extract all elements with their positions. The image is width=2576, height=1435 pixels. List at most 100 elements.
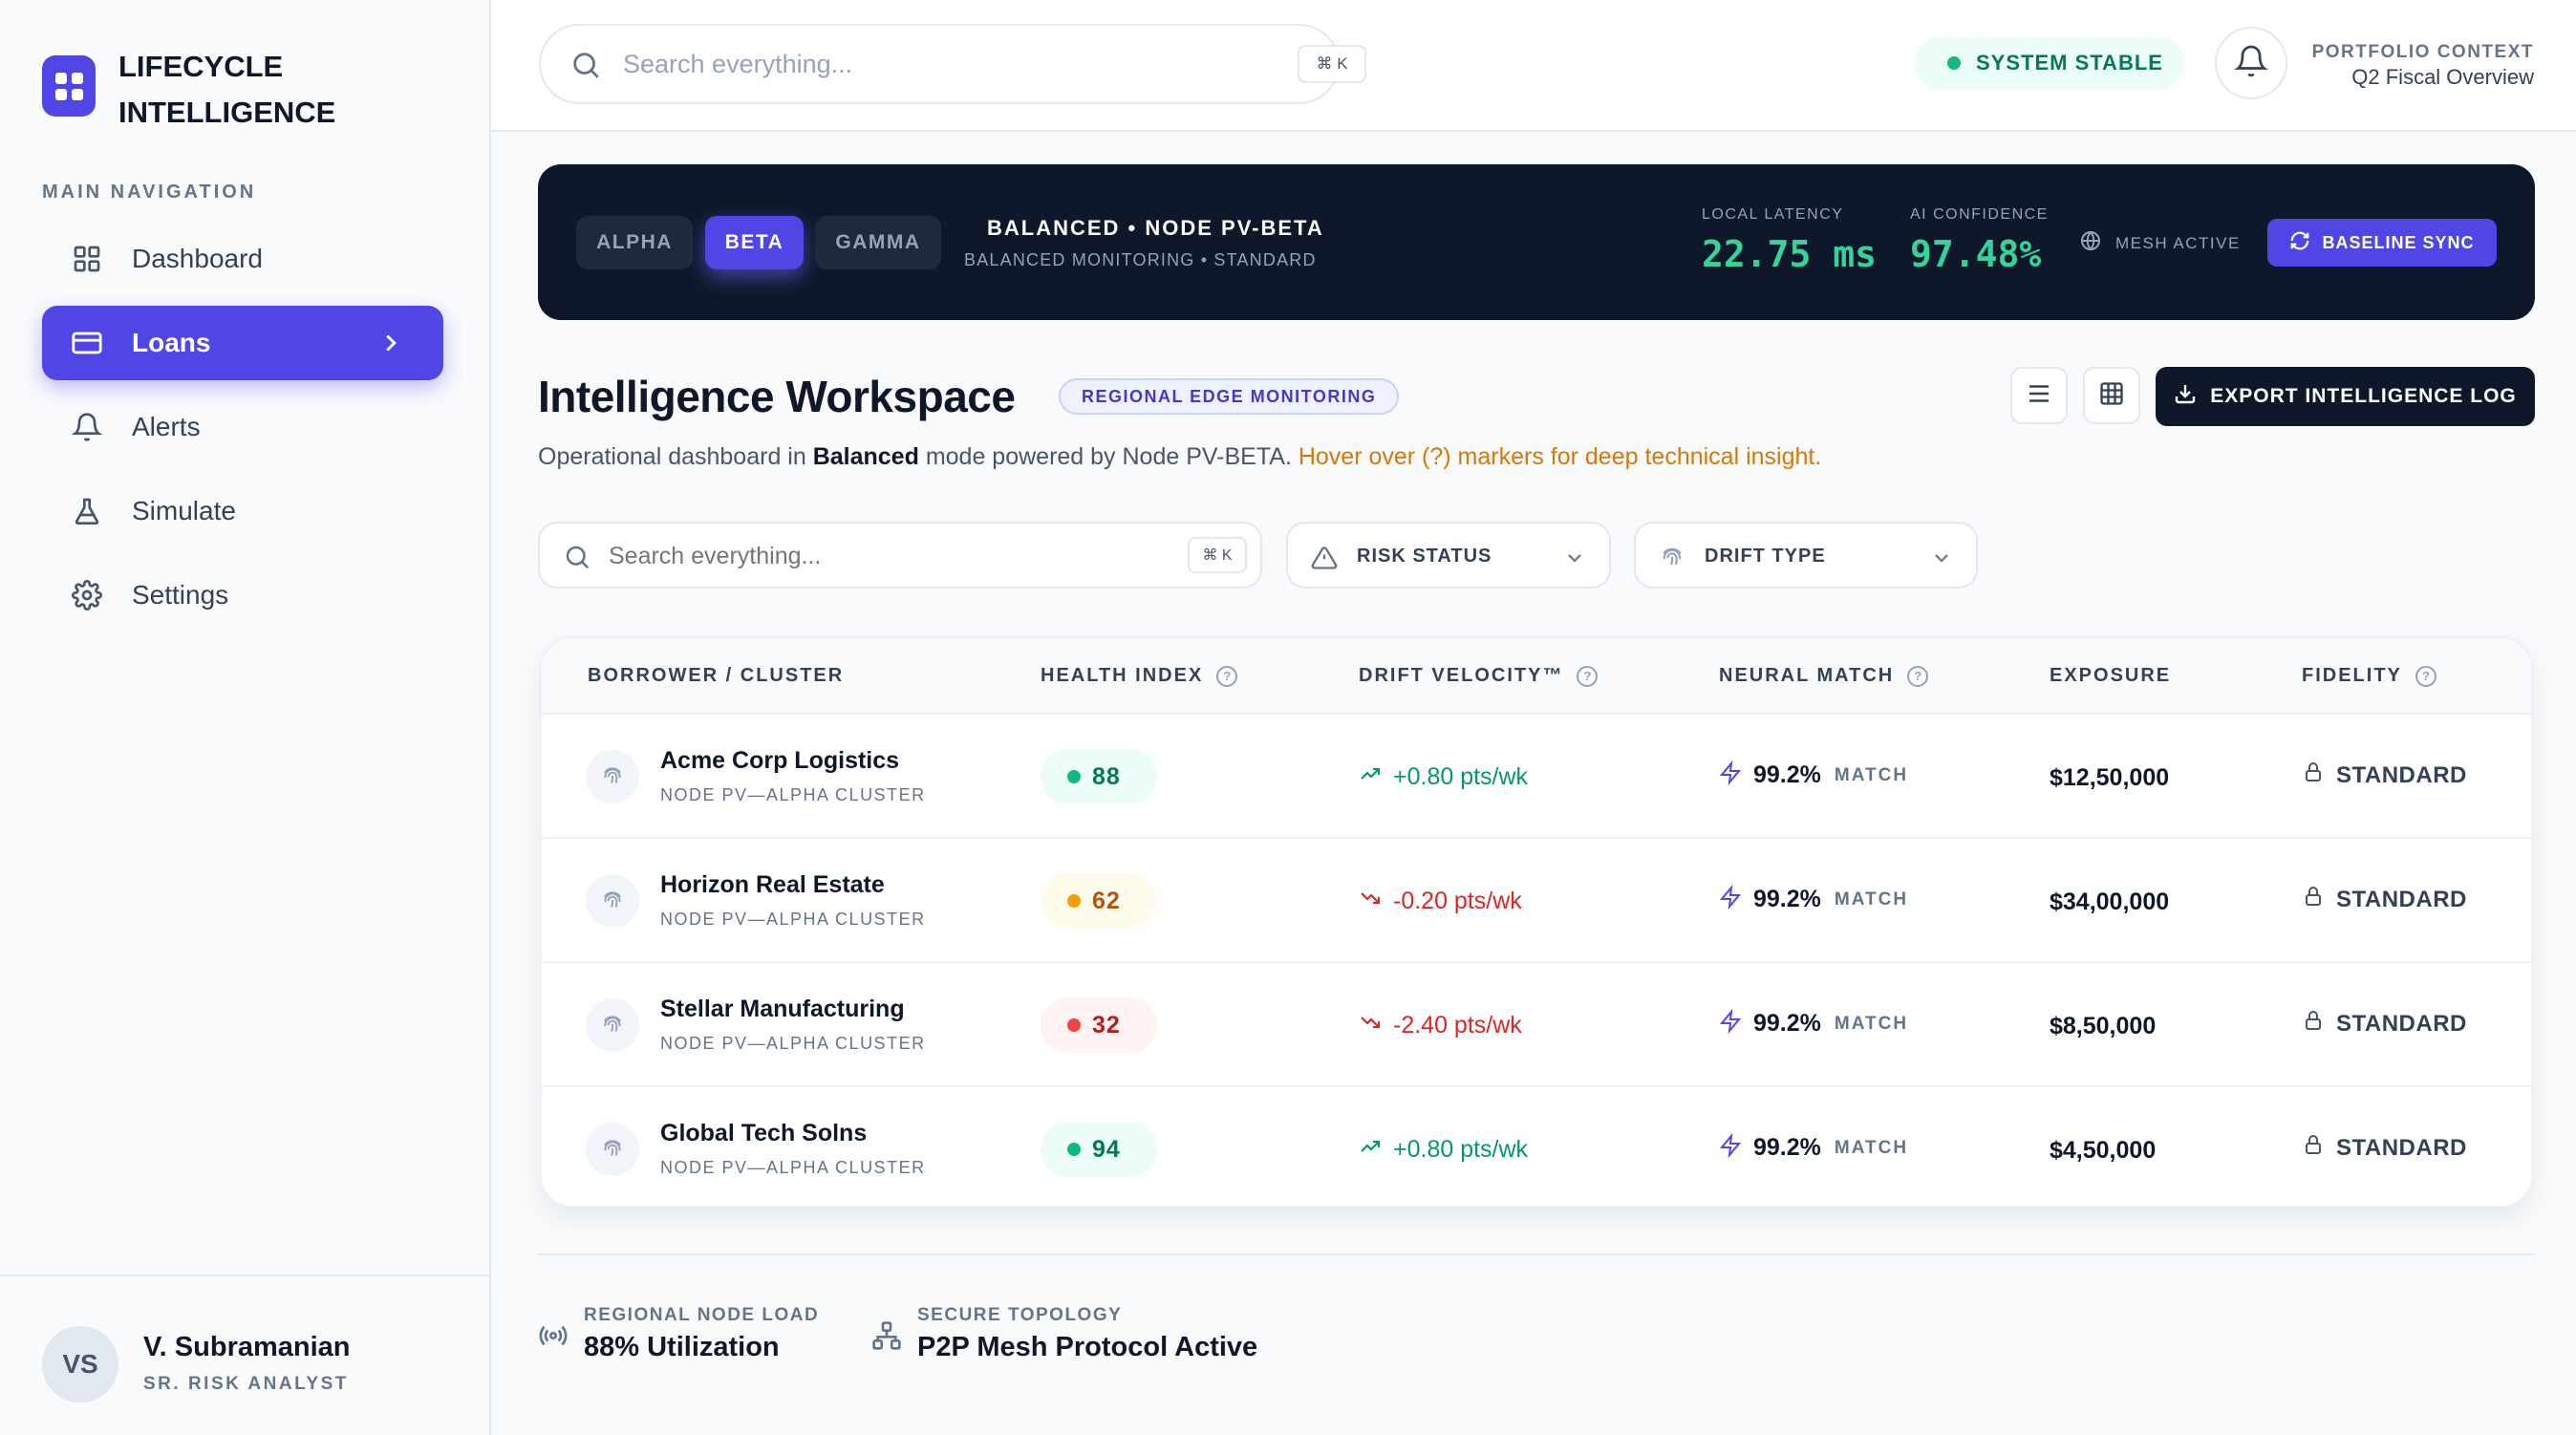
sidebar-item-dashboard[interactable]: Dashboard (42, 222, 443, 296)
drift-value: -2.40 pts/wk (1393, 1012, 1522, 1039)
desc-prefix: Operational dashboard in (538, 443, 813, 470)
borrower-cluster: NODE PV—ALPHA CLUSTER (660, 1034, 926, 1053)
lock-icon (2302, 760, 2336, 790)
table-row[interactable]: Stellar Manufacturing NODE PV—ALPHA CLUS… (542, 961, 2531, 1085)
borrower-name[interactable]: Horizon Real Estate (660, 871, 885, 898)
sidebar-item-simulate[interactable]: Simulate (42, 474, 443, 548)
shortcut-hint: ⌘ K (1298, 45, 1366, 83)
avatar[interactable]: VS (42, 1326, 118, 1403)
drift-value: -0.20 pts/wk (1393, 888, 1522, 914)
global-search[interactable]: ⌘ K (539, 24, 1366, 104)
sidebar-item-loans[interactable]: Loans (42, 306, 443, 380)
lock-icon (2302, 1009, 2336, 1039)
mode-subtitle: BALANCED MONITORING • STANDARD (964, 250, 1317, 269)
segment-alpha[interactable]: ALPHA (576, 216, 693, 269)
bolt-icon (1719, 1132, 1742, 1163)
drift-velocity: +0.80 pts/wk (1359, 762, 1528, 792)
search-input[interactable] (623, 43, 1196, 85)
brand-line-2: INTELLIGENCE (118, 96, 336, 129)
topology-label: SECURE TOPOLOGY (917, 1305, 1123, 1325)
table-search-input[interactable] (609, 537, 1144, 575)
neural-match: 99.2% MATCH (1719, 884, 1908, 914)
user-role: SR. RISK ANALYST (143, 1374, 349, 1394)
health-badge: 88 (1041, 749, 1157, 804)
health-dot (1067, 1018, 1081, 1032)
column-borrower[interactable]: BORROWER / CLUSTER (588, 665, 844, 687)
bell-icon (2234, 44, 2268, 83)
fingerprint-icon (586, 1123, 639, 1176)
column-drift[interactable]: DRIFT VELOCITY™? (1359, 665, 1599, 687)
broadcast-icon (538, 1320, 569, 1356)
table-header: BORROWER / CLUSTER HEALTH INDEX? DRIFT V… (542, 638, 2531, 713)
fingerprint-icon (1659, 545, 1685, 577)
help-icon[interactable]: ? (1577, 665, 1599, 687)
risk-status-filter[interactable]: RISK STATUS (1286, 522, 1611, 589)
mesh-status: MESH ACTIVE (2079, 229, 2241, 257)
table-view-button[interactable] (2083, 367, 2140, 424)
help-icon[interactable]: ? (1907, 665, 1929, 687)
segment-gamma[interactable]: GAMMA (815, 216, 941, 269)
drift-value: +0.80 pts/wk (1393, 763, 1529, 790)
lock-icon (2302, 885, 2336, 914)
export-log-button[interactable]: EXPORT INTELLIGENCE LOG (2156, 367, 2535, 426)
drift-type-label: DRIFT TYPE (1705, 546, 1826, 567)
column-label: DRIFT VELOCITY™ (1359, 665, 1564, 686)
chevron-down-icon (1930, 546, 1953, 575)
list-view-button[interactable] (2010, 367, 2068, 424)
column-label: HEALTH INDEX (1041, 665, 1204, 686)
column-exposure[interactable]: EXPOSURE (2050, 665, 2171, 687)
health-badge: 62 (1041, 873, 1157, 929)
drift-velocity: -0.20 pts/wk (1359, 887, 1522, 916)
confidence-label: AI CONFIDENCE (1910, 206, 2049, 223)
desc-hint: Hover over (?) markers for deep technica… (1298, 443, 1822, 470)
dashboard-icon (71, 243, 103, 275)
baseline-sync-button[interactable]: BASELINE SYNC (2267, 219, 2497, 267)
fidelity-value: STANDARD (2336, 886, 2467, 912)
table-search[interactable]: ⌘ K (538, 522, 1262, 589)
exposure-value: $8,50,000 (2050, 1013, 2157, 1039)
health-dot (1067, 1143, 1081, 1156)
bolt-icon (1719, 760, 1742, 790)
column-neural[interactable]: NEURAL MATCH? (1719, 665, 1929, 687)
portfolio-context-value[interactable]: Q2 Fiscal Overview (2351, 65, 2534, 89)
mesh-label: MESH ACTIVE (2115, 233, 2241, 252)
user-profile[interactable]: VS V. Subramanian SR. RISK ANALYST (0, 1274, 489, 1435)
refresh-icon (2289, 230, 2322, 256)
health-value: 62 (1092, 887, 1121, 914)
drift-type-filter[interactable]: DRIFT TYPE (1634, 522, 1978, 589)
brand-name: LIFECYCLE INTELLIGENCE (118, 44, 405, 136)
status-badge: SYSTEM STABLE (1915, 36, 2184, 90)
notifications-button[interactable] (2215, 27, 2287, 99)
fidelity-value: STANDARD (2336, 1134, 2467, 1161)
sidebar-item-alerts[interactable]: Alerts (42, 390, 443, 464)
brand[interactable]: LIFECYCLE INTELLIGENCE (42, 44, 405, 136)
borrower-name[interactable]: Acme Corp Logistics (660, 747, 900, 774)
column-health[interactable]: HEALTH INDEX? (1041, 665, 1238, 687)
column-fidelity[interactable]: FIDELITY? (2302, 665, 2436, 687)
table-row[interactable]: Horizon Real Estate NODE PV—ALPHA CLUSTE… (542, 837, 2531, 961)
fidelity: STANDARD (2302, 1133, 2467, 1163)
warning-icon (1311, 545, 1338, 577)
fingerprint-icon (586, 750, 639, 803)
column-label: BORROWER / CLUSTER (588, 665, 845, 686)
help-icon[interactable]: ? (1216, 665, 1238, 687)
borrower-name[interactable]: Stellar Manufacturing (660, 996, 905, 1022)
latency-label: LOCAL LATENCY (1702, 206, 1844, 223)
sync-label: BASELINE SYNC (2322, 232, 2475, 252)
segment-beta[interactable]: BETA (705, 216, 804, 269)
table-row[interactable]: Global Tech Solns NODE PV—ALPHA CLUSTER … (542, 1085, 2531, 1206)
flask-icon (71, 495, 103, 527)
table-row[interactable]: Acme Corp Logistics NODE PV—ALPHA CLUSTE… (542, 713, 2531, 837)
drift-velocity: -2.40 pts/wk (1359, 1011, 1522, 1040)
exposure-value: $4,50,000 (2050, 1137, 2157, 1164)
borrower-name[interactable]: Global Tech Solns (660, 1120, 868, 1146)
sidebar-item-label: Alerts (132, 412, 201, 441)
fingerprint-icon (586, 874, 639, 928)
fidelity-value: STANDARD (2336, 761, 2467, 788)
footer-divider (538, 1253, 2535, 1255)
health-value: 32 (1092, 1011, 1121, 1039)
fidelity: STANDARD (2302, 885, 2467, 914)
help-icon[interactable]: ? (2415, 665, 2436, 687)
sidebar-item-settings[interactable]: Settings (42, 558, 443, 632)
portfolio-context-label: PORTFOLIO CONTEXT (2311, 42, 2534, 62)
